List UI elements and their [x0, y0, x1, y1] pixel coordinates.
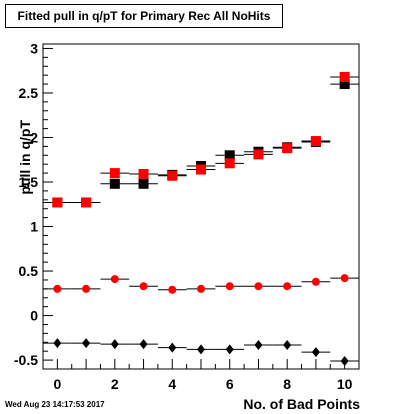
- data-point: [82, 284, 91, 293]
- data-point: [224, 150, 235, 161]
- data-point: [139, 282, 148, 291]
- y-tick-label: 1: [30, 219, 38, 235]
- data-point: [225, 344, 234, 355]
- data-point: [138, 169, 149, 179]
- data-point: [311, 347, 320, 358]
- series-2: [43, 274, 359, 294]
- data-point: [110, 339, 119, 350]
- x-tick-label: 0: [53, 376, 61, 392]
- y-tick-label: 3: [30, 40, 38, 56]
- data-point: [53, 338, 62, 349]
- data-point: [139, 339, 148, 350]
- data-point: [109, 178, 120, 189]
- data-point: [339, 71, 350, 82]
- data-point: [81, 197, 92, 208]
- y-axis-ticks: -0.5 0 0.5 1 1.5 2 2.5 3: [14, 40, 53, 370]
- chart-title: Fitted pull in q/pT for Primary Rec All …: [17, 9, 271, 23]
- x-tick-label: 4: [168, 376, 176, 392]
- data-point: [339, 79, 350, 90]
- y-axis-label-wrap: pull in q/pT: [5, 120, 33, 195]
- data-point: [310, 136, 321, 147]
- data-point: [110, 275, 119, 284]
- data-point: [109, 168, 120, 179]
- y-tick-label: -0.5: [14, 352, 38, 368]
- data-point: [197, 284, 205, 293]
- data-point: [196, 164, 206, 175]
- chart-title-box: Fitted pull in q/pT for Primary Rec All …: [5, 4, 283, 28]
- series-1: [43, 71, 359, 208]
- data-point: [168, 285, 177, 294]
- data-point: [283, 282, 292, 291]
- data-point: [197, 344, 205, 355]
- timestamp: Wed Aug 23 14:17:53 2017: [5, 400, 105, 409]
- data-point: [311, 277, 320, 286]
- y-tick-label: 2.5: [19, 85, 39, 101]
- x-tick-label: 8: [283, 376, 291, 392]
- data-point: [168, 342, 177, 353]
- y-tick-label: 2: [30, 129, 38, 145]
- data-point: [138, 178, 149, 189]
- data-point: [254, 282, 263, 291]
- x-axis-ticks: 0 2 4 6 8 10: [42, 359, 360, 392]
- data-point: [224, 158, 235, 169]
- y-axis-label: pull in q/pT: [17, 120, 33, 195]
- data-point: [53, 284, 62, 293]
- data-point: [254, 339, 263, 350]
- data-point: [253, 149, 264, 160]
- data-point: [82, 338, 91, 349]
- data-point: [282, 143, 293, 154]
- x-tick-label: 6: [226, 376, 234, 392]
- series-3: [43, 338, 359, 366]
- data-series: [43, 71, 359, 366]
- x-tick-label: 10: [337, 376, 353, 392]
- data-point: [52, 197, 63, 208]
- y-tick-label: 1.5: [19, 174, 39, 190]
- x-tick-label: 2: [111, 376, 119, 392]
- data-point: [340, 274, 349, 283]
- data-point: [225, 282, 234, 291]
- data-point: [283, 339, 292, 350]
- x-axis-label: No. of Bad Points: [243, 396, 360, 412]
- y-tick-label: 0.5: [19, 263, 39, 279]
- data-point: [167, 170, 178, 181]
- data-point: [340, 355, 349, 366]
- y-tick-label: 0: [30, 308, 38, 324]
